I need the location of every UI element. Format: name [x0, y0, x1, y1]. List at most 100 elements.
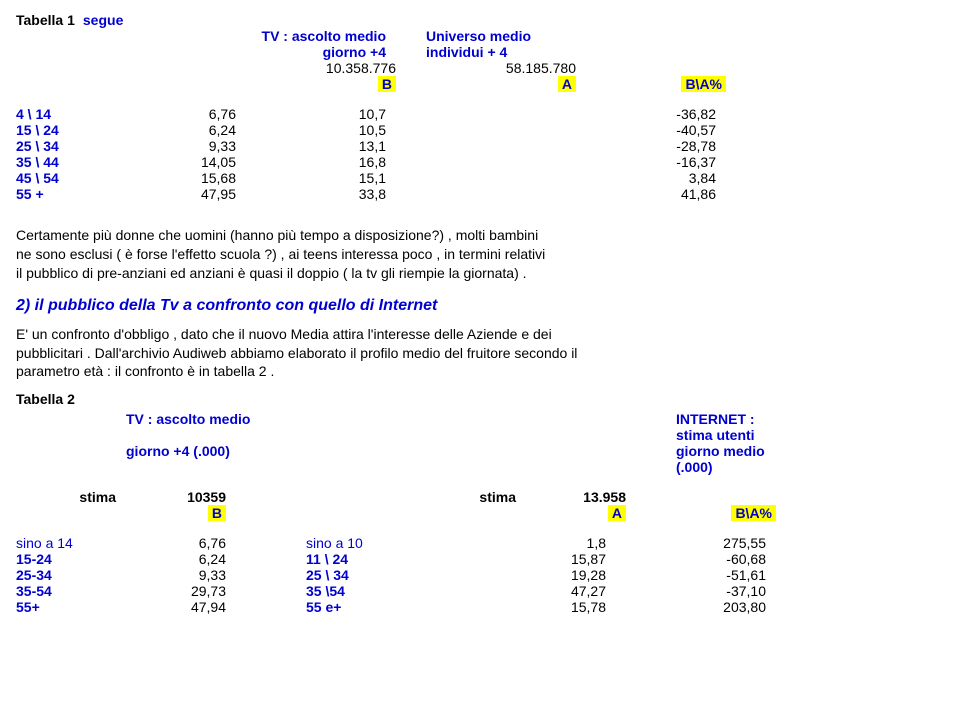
t1-hdr-row2: giorno +4 individui + 4 — [16, 44, 944, 60]
t1-hdr-tv2: giorno +4 — [126, 44, 426, 60]
t1-v2: 10,5 — [296, 122, 636, 138]
t1-hdr-row1: TV : ascolto medio Universo medio — [16, 28, 944, 44]
t1-v1: 14,05 — [126, 154, 296, 170]
t2-hdr-row2: giorno +4 (.000) giorno medio (.000) — [16, 443, 944, 475]
table-row: 15 \ 246,2410,5-40,57 — [16, 122, 944, 138]
t2-vL: 9,33 — [126, 567, 306, 583]
t2-ba: -37,10 — [676, 583, 906, 599]
spacer — [16, 475, 944, 489]
t2-ba: -60,68 — [676, 551, 906, 567]
table-row: 55 +47,9533,841,86 — [16, 186, 944, 202]
t2-ageR: 25 \ 34 — [306, 567, 526, 583]
t1-rows: 4 \ 146,7610,7-36,8215 \ 246,2410,5-40,5… — [16, 106, 944, 202]
t2-col-a-wrap: A — [526, 505, 676, 521]
para2-line-c: parametro età : il confronto è in tabell… — [16, 363, 274, 379]
spacer — [16, 28, 126, 44]
t1-hdr-tv: TV : ascolto medio — [126, 28, 426, 44]
para1-line-c: il pubblico di pre-anziani ed anziani è … — [16, 265, 527, 281]
t1-v3: 41,86 — [636, 186, 756, 202]
spacer — [16, 92, 944, 106]
table1-title: Tabella 1 — [16, 12, 75, 28]
spacer — [16, 60, 126, 76]
t1-col-b: B — [378, 76, 396, 92]
t1-col-b-wrap: B — [126, 76, 426, 92]
t2-vL: 29,73 — [126, 583, 306, 599]
spacer — [306, 505, 526, 521]
t1-age: 4 \ 14 — [16, 106, 126, 122]
t2-vL: 6,24 — [126, 551, 306, 567]
section-heading-2: 2) il pubblico della Tv a confronto con … — [16, 297, 944, 315]
table-row: 25 \ 349,3313,1-28,78 — [16, 138, 944, 154]
t2-hdr-row1: TV : ascolto medio INTERNET : stima uten… — [16, 411, 944, 443]
table-row: 4 \ 146,7610,7-36,82 — [16, 106, 944, 122]
t2-vL: 47,94 — [126, 599, 306, 615]
t2-ba: 203,80 — [676, 599, 906, 615]
t1-v3: -16,37 — [636, 154, 756, 170]
t2-ageL: 15-24 — [16, 551, 126, 567]
t2-vR: 1,8 — [526, 535, 676, 551]
t2-stima-tv: 10359 — [126, 489, 306, 505]
spacer — [16, 202, 944, 216]
table-row: 35 \ 4414,0516,8-16,37 — [16, 154, 944, 170]
spacer — [16, 76, 126, 92]
t2-hdr-tv: TV : ascolto medio — [126, 411, 526, 443]
spacer — [16, 521, 944, 535]
t2-col-a: A — [608, 505, 626, 521]
t1-v2: 33,8 — [296, 186, 636, 202]
spacer — [75, 12, 83, 28]
t1-v2: 13,1 — [296, 138, 636, 154]
t1-col-ba-wrap: B\A% — [636, 76, 756, 92]
t1-col-a: A — [558, 76, 576, 92]
t2-ageR: 35 \54 — [306, 583, 526, 599]
t1-age: 15 \ 24 — [16, 122, 126, 138]
t2-vR: 15,87 — [526, 551, 676, 567]
table-row: 45 \ 5415,6815,13,84 — [16, 170, 944, 186]
t1-v1: 15,68 — [126, 170, 296, 186]
t2-stima-label-r: stima — [306, 489, 526, 505]
table-row: 25-349,3325 \ 3419,28-51,61 — [16, 567, 944, 583]
t2-col-b-wrap: B — [126, 505, 306, 521]
t2-col-ba: B\A% — [731, 505, 776, 521]
t2-hdr-tv2: giorno +4 (.000) — [126, 443, 526, 475]
t1-val-tv: 10.358.776 — [126, 60, 426, 76]
paragraph-1: Certamente più donne che uomini (hanno p… — [16, 226, 796, 283]
spacer — [16, 44, 126, 60]
t2-col-b: B — [208, 505, 226, 521]
t2-stima-row: stima 10359 stima 13.958 — [16, 489, 944, 505]
t1-values-row: 10.358.776 58.185.780 — [16, 60, 944, 76]
t1-v1: 6,24 — [126, 122, 296, 138]
t1-age: 55 + — [16, 186, 126, 202]
table-row: 55+47,9455 e+15,78203,80 — [16, 599, 944, 615]
t2-stima-label-l: stima — [16, 489, 126, 505]
t1-col-a-wrap: A — [426, 76, 636, 92]
table1-segue: segue — [83, 12, 123, 28]
t2-vL: 6,76 — [126, 535, 306, 551]
t1-v2: 15,1 — [296, 170, 636, 186]
table-row: 35-5429,7335 \5447,27-37,10 — [16, 583, 944, 599]
t1-v1: 9,33 — [126, 138, 296, 154]
t2-ba: -51,61 — [676, 567, 906, 583]
t1-age: 25 \ 34 — [16, 138, 126, 154]
t1-v3: -40,57 — [636, 122, 756, 138]
t2-stima-net: 13.958 — [526, 489, 676, 505]
t1-v3: 3,84 — [636, 170, 756, 186]
t2-rows: sino a 146,76sino a 101,8275,5515-246,24… — [16, 535, 944, 615]
t2-vR: 15,78 — [526, 599, 676, 615]
table2-title: Tabella 2 — [16, 391, 944, 407]
t1-v2: 16,8 — [296, 154, 636, 170]
t2-ba: 275,55 — [676, 535, 906, 551]
t1-col-ba: B\A% — [681, 76, 726, 92]
t2-ageR: 55 e+ — [306, 599, 526, 615]
table-row: 15-246,2411 \ 2415,87-60,68 — [16, 551, 944, 567]
t2-hdr-net: INTERNET : stima utenti — [526, 411, 786, 443]
t1-hdr-uni: Universo medio — [426, 28, 636, 44]
t2-ageL: 35-54 — [16, 583, 126, 599]
t1-age: 35 \ 44 — [16, 154, 126, 170]
para2-line-b: pubblicitari . Dall'archivio Audiweb abb… — [16, 345, 577, 361]
t2-hdr-net2: giorno medio (.000) — [526, 443, 786, 475]
t2-ageR: 11 \ 24 — [306, 551, 526, 567]
table1-title-row: Tabella 1 segue — [16, 12, 944, 28]
t1-hdr-uni2: individui + 4 — [426, 44, 636, 60]
t2-colhdr-row: B A B\A% — [16, 505, 944, 521]
t2-vR: 19,28 — [526, 567, 676, 583]
